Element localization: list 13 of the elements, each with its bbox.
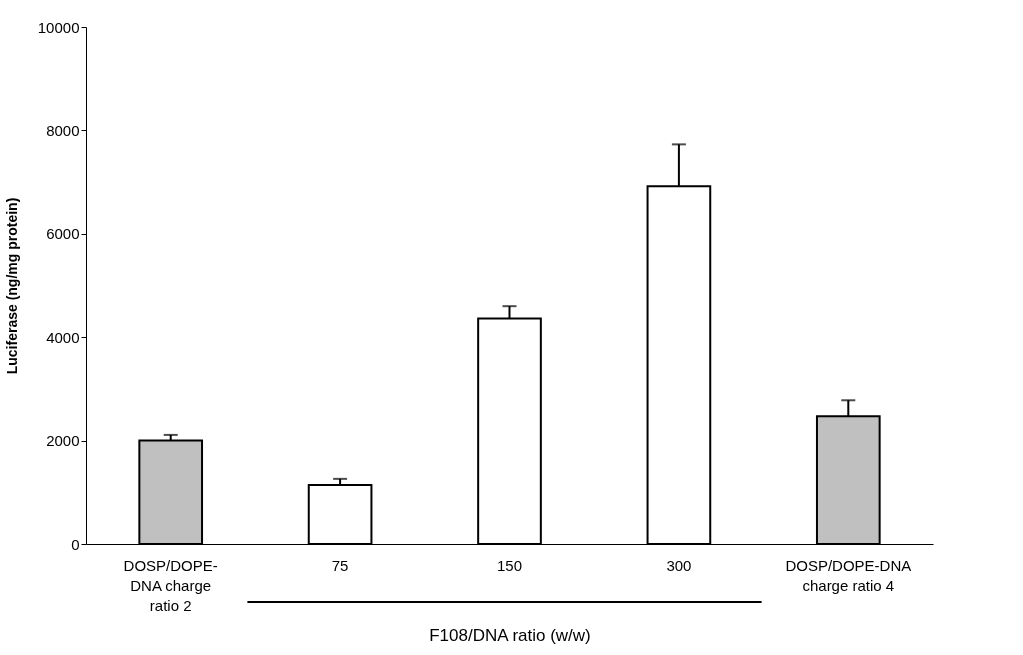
- y-tick-label: 10000: [37, 18, 80, 36]
- y-tick-label: 4000: [46, 328, 80, 346]
- y-tick-label: 0: [71, 535, 80, 553]
- x-axis-title: F108/DNA ratio (w/w): [429, 625, 591, 645]
- x-tick-label: DOSP/DOPE- DNA charge ratio 2: [123, 556, 218, 614]
- y-tick-label: 2000: [46, 432, 80, 450]
- x-tick-label: 300: [666, 556, 692, 574]
- x-tick-label: 150: [496, 556, 523, 574]
- y-tick-label: 8000: [46, 121, 80, 139]
- y-axis-title: Luciferase (ng/mg protein): [3, 197, 20, 375]
- x-tick-label: 75: [331, 556, 349, 574]
- x-tick-label: DOSP/DOPE-DNA charge ratio 4: [785, 556, 912, 594]
- y-tick-label: 6000: [46, 225, 80, 243]
